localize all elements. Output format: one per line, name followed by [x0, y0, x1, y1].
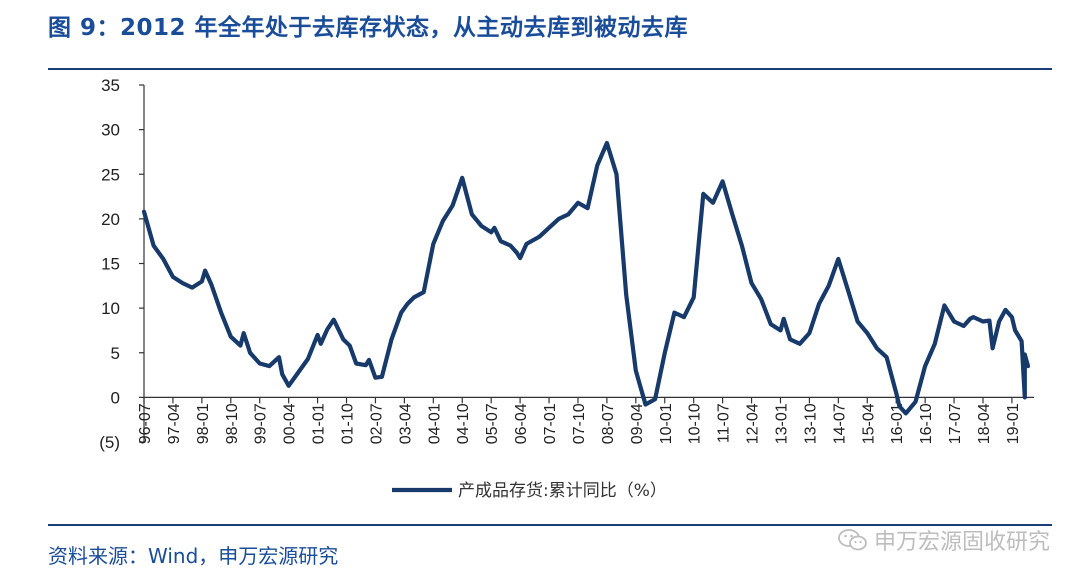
y-tick-label: 30	[101, 121, 120, 140]
y-tick-label: 10	[101, 299, 120, 318]
x-tick-label: 13-01	[773, 403, 790, 444]
y-tick-label: 5	[111, 344, 120, 363]
series-line	[141, 140, 1031, 416]
top-rule	[48, 68, 1052, 70]
x-tick-label: 05-07	[484, 403, 501, 444]
y-tick-label: 20	[101, 210, 120, 229]
x-tick-label: 12-04	[745, 403, 762, 444]
x-tick-label: 98-10	[224, 403, 241, 444]
x-tick-label: 09-04	[629, 403, 646, 444]
x-tick-label: 17-07	[947, 403, 964, 444]
x-tick-label: 04-10	[455, 403, 472, 444]
watermark-text: 申万宏源固收研究	[873, 530, 1050, 555]
x-tick-label: 11-07	[716, 403, 733, 443]
x-tick-label: 96-07	[137, 403, 154, 444]
y-tick-label: 35	[101, 76, 120, 95]
x-tick-label: 14-07	[831, 403, 848, 444]
x-tick-label: 10-01	[658, 403, 675, 444]
x-tick-label: 18-04	[976, 403, 993, 444]
y-tick-label: 0	[111, 388, 120, 407]
y-tick-label: 25	[101, 165, 120, 184]
x-tick-label: 07-01	[542, 403, 559, 444]
x-tick-label: 08-07	[600, 403, 617, 444]
x-tick-label: 19-01	[1005, 403, 1022, 444]
x-tick-label: 00-04	[282, 403, 299, 444]
wechat-icon	[838, 529, 867, 551]
chart-title: 图 9：2012 年全年处于去库存状态，从主动去库到被动去库	[48, 15, 689, 41]
x-tick-label: 07-10	[571, 403, 588, 444]
bottom-rule	[48, 524, 1052, 526]
source-note: 资料来源：Wind，申万宏源研究	[48, 544, 339, 568]
x-tick-label: 13-10	[802, 403, 819, 444]
legend-label: 产成品存货:累计同比（%）	[458, 481, 667, 501]
x-tick-label: 02-07	[368, 403, 385, 444]
x-tick-label: 01-01	[311, 403, 328, 444]
x-tick-label: 01-10	[340, 403, 357, 444]
x-tick-label: 06-04	[513, 403, 530, 444]
x-tick-label: 99-07	[253, 403, 270, 444]
x-tick-label: 98-01	[195, 403, 212, 444]
x-tick-label: 97-04	[166, 403, 183, 444]
x-tick-label: 16-10	[918, 403, 935, 444]
x-tick-label: 10-10	[687, 403, 704, 444]
x-tick-label: 16-01	[889, 403, 906, 444]
x-tick-label: 03-04	[397, 403, 414, 444]
y-tick-label: (5)	[99, 433, 120, 452]
x-tick-label: 04-01	[426, 403, 443, 444]
x-tick-label: 15-04	[860, 403, 877, 444]
watermark: 申万宏源固收研究	[838, 524, 1050, 556]
y-tick-label: 15	[101, 255, 120, 274]
